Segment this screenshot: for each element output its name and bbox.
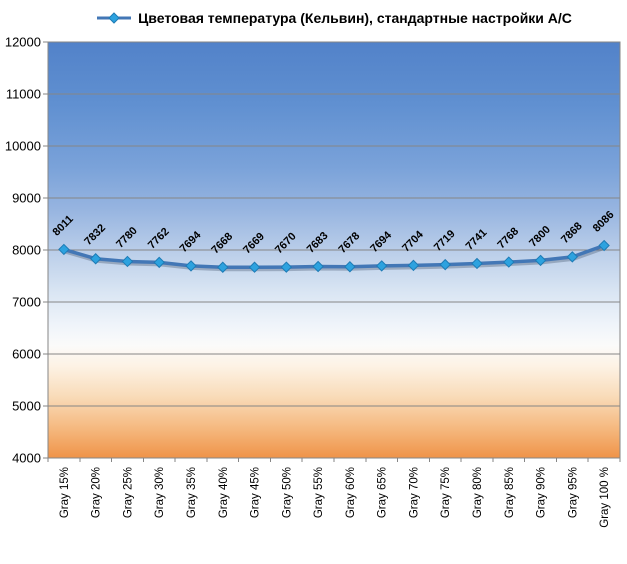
- y-axis-label: 5000: [12, 399, 41, 414]
- data-point-marker: [58, 243, 70, 256]
- x-axis-label: Gray 95%: [567, 467, 579, 518]
- x-axis-label: Gray 40%: [218, 467, 230, 518]
- y-axis-label: 6000: [12, 347, 41, 362]
- x-axis-label: Gray 90%: [536, 467, 548, 518]
- legend-line-marker-icon: [97, 12, 132, 24]
- data-point-marker: [407, 259, 420, 272]
- y-axis-label: 10000: [5, 139, 41, 154]
- x-axis-label: Gray 75%: [440, 467, 452, 518]
- data-point-marker: [312, 260, 324, 273]
- legend-label: Цветовая температура (Кельвин), стандарт…: [138, 10, 572, 26]
- data-point-marker: [248, 261, 261, 273]
- data-point-marker: [280, 261, 293, 273]
- series-line-shadow: [62, 245, 608, 272]
- data-point-marker: [185, 260, 197, 272]
- data-point-marker: [153, 256, 165, 269]
- data-point-marker: [471, 257, 483, 270]
- y-axis-label: 7000: [12, 295, 41, 310]
- x-axis-label: Gray 15%: [59, 467, 71, 518]
- x-axis-label: Gray 80%: [472, 467, 484, 518]
- y-axis-label: 9000: [12, 191, 41, 206]
- x-axis-label: Gray 70%: [408, 467, 420, 518]
- data-point-marker: [503, 256, 515, 268]
- y-axis-label: 8000: [12, 243, 41, 258]
- data-point-marker: [217, 261, 229, 273]
- data-point-marker: [375, 260, 388, 272]
- data-point-marker: [534, 254, 547, 267]
- y-axis-label: 11000: [6, 87, 41, 102]
- x-axis-label: Gray 100 %: [599, 467, 611, 528]
- data-point-marker: [439, 258, 451, 271]
- y-axis-label: 4000: [12, 451, 41, 466]
- x-axis-label: Gray 20%: [91, 467, 103, 518]
- legend: Цветовая температура (Кельвин), стандарт…: [48, 6, 620, 30]
- y-axis-label: 12000: [5, 35, 41, 50]
- data-point-marker: [344, 261, 356, 273]
- x-axis-label: Gray 50%: [281, 467, 293, 518]
- x-axis-label: Gray 85%: [504, 467, 516, 518]
- x-axis-label: Gray 55%: [313, 467, 325, 518]
- x-axis-label: Gray 65%: [377, 467, 389, 518]
- x-axis-label: Gray 25%: [122, 467, 134, 518]
- x-axis-label: Gray 60%: [345, 467, 357, 518]
- data-point-marker: [566, 251, 579, 263]
- data-point-marker: [598, 239, 610, 252]
- data-point-marker: [89, 253, 102, 265]
- x-axis-label: Gray 45%: [250, 467, 262, 518]
- x-axis-label: Gray 30%: [154, 467, 166, 518]
- data-point-marker: [121, 255, 134, 268]
- x-axis-label: Gray 35%: [186, 467, 198, 518]
